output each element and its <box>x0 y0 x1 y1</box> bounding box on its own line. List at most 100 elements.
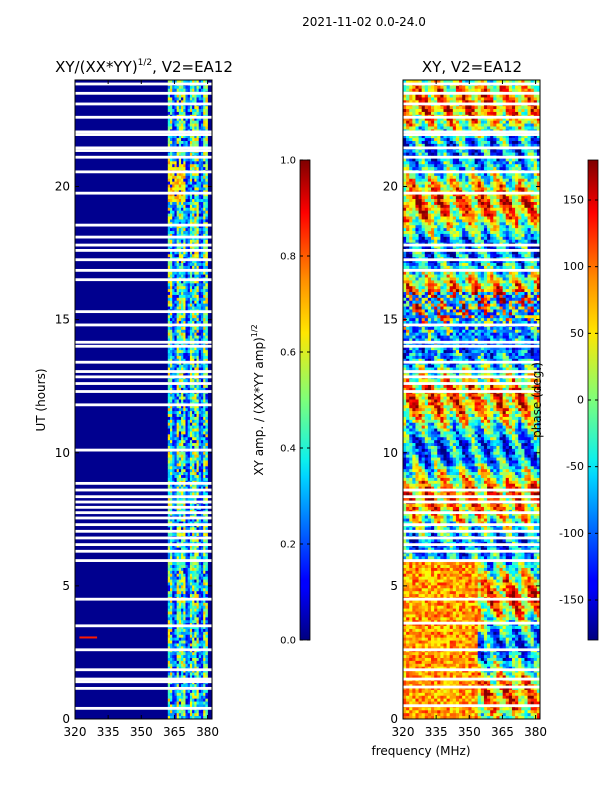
left-heatmap-cell <box>174 521 177 525</box>
left-heatmap-cell <box>194 634 197 638</box>
left-heatmap-cell <box>167 594 171 598</box>
left-heatmap-cell <box>205 225 208 229</box>
left-heatmap-cell <box>170 306 173 310</box>
left-heatmap-cell <box>187 384 191 389</box>
left-heatmap-cell <box>185 538 188 543</box>
left-heatmap-cell <box>203 161 206 165</box>
right-heatmap-cell <box>424 100 429 104</box>
left-heatmap-cell <box>167 335 171 339</box>
right-heatmap-cell <box>409 109 413 113</box>
left-heatmap-cell <box>167 599 171 604</box>
left-heatmap-cell <box>170 387 173 392</box>
left-heatmap-cell <box>183 283 186 287</box>
left-heatmap-cell <box>181 280 184 284</box>
right-heatmap-cell <box>443 106 447 110</box>
left-heatmap-cell <box>187 332 191 336</box>
left-heatmap-cell <box>194 431 197 435</box>
left-heatmap-cell <box>174 591 177 595</box>
left-heatmap-cell <box>203 675 206 679</box>
left-heatmap-cell <box>198 274 202 278</box>
left-heatmap-cell <box>196 300 200 304</box>
left-heatmap-cell <box>178 373 182 377</box>
left-heatmap-cell <box>196 111 200 116</box>
left-heatmap-cell <box>203 216 206 220</box>
left-heatmap-cell <box>174 321 177 325</box>
left-heatmap-cell <box>178 521 182 525</box>
left-heatmap-cell <box>167 588 171 592</box>
left-heatmap-cell <box>198 463 202 467</box>
right-heatmap-cell <box>424 123 429 127</box>
right-heatmap-cell <box>434 97 438 101</box>
left-heatmap-cell <box>205 158 208 162</box>
left-heatmap-cell <box>200 620 204 624</box>
left-heatmap-cell <box>174 135 177 139</box>
right-heatmap-cell <box>480 117 485 121</box>
left-heatmap-cell <box>192 411 195 415</box>
right-heatmap-cell <box>483 97 488 101</box>
left-heatmap-cell <box>205 393 208 397</box>
right-heatmap-cell <box>409 111 413 116</box>
left-heatmap-cell <box>194 161 197 165</box>
left-heatmap-cell <box>174 164 177 168</box>
left-heatmap-cell <box>178 704 182 708</box>
left-flagged-row <box>75 155 212 159</box>
right-heatmap-cell <box>502 106 507 110</box>
left-heatmap-cell <box>183 338 186 342</box>
left-heatmap-cell <box>181 181 184 185</box>
left-panel-title: XY/(XX*YY)1/2, V2=EA12 <box>55 58 233 76</box>
left-heatmap-cell <box>203 318 206 322</box>
right-heatmap-cell <box>446 85 450 90</box>
left-heatmap-cell <box>203 367 206 371</box>
left-heatmap-cell <box>170 396 173 400</box>
left-heatmap-cell <box>178 594 182 598</box>
left-heatmap-cell <box>174 599 177 604</box>
left-heatmap-cell <box>205 280 208 284</box>
left-heatmap-cell <box>167 562 171 566</box>
left-heatmap-cell <box>172 666 175 670</box>
right-heatmap-cell <box>493 123 497 127</box>
left-heatmap-cell <box>172 254 175 258</box>
left-heatmap-cell <box>198 617 202 621</box>
left-heatmap-cell <box>183 704 186 708</box>
left-heatmap-cell <box>185 158 188 162</box>
left-heatmap-cell <box>178 204 182 209</box>
left-heatmap-cell <box>185 416 188 421</box>
left-heatmap-cell <box>187 544 191 548</box>
left-heatmap-cell <box>200 286 204 290</box>
left-heatmap-cell <box>194 97 197 101</box>
right-heatmap-cell <box>437 111 441 116</box>
right-heatmap-cell <box>536 138 541 142</box>
left-heatmap-cell <box>172 567 175 572</box>
left-heatmap-cell <box>205 486 208 490</box>
left-heatmap-cell <box>196 591 200 595</box>
left-heatmap-cell <box>196 477 200 482</box>
left-heatmap-cell <box>205 138 208 142</box>
right-heatmap-cell <box>508 80 513 84</box>
left-heatmap-cell <box>174 306 177 310</box>
right-heatmap-cell <box>468 123 472 127</box>
left-heatmap-cell <box>178 437 182 441</box>
left-heatmap-cell <box>181 262 184 267</box>
left-heatmap-cell <box>181 347 184 351</box>
right-heatmap-cell <box>446 111 450 116</box>
left-title-sup: 1/2 <box>138 58 152 68</box>
left-heatmap-cell <box>178 416 182 421</box>
left-heatmap-cell <box>198 512 202 516</box>
left-heatmap-cell <box>185 184 188 188</box>
left-heatmap-cell <box>198 85 202 90</box>
left-heatmap-cell <box>176 588 180 592</box>
left-heatmap-cell <box>167 591 171 595</box>
right-heatmap-cell <box>471 123 475 127</box>
left-heatmap-cell <box>185 280 188 284</box>
left-heatmap-cell <box>181 684 184 688</box>
right-heatmap-cell <box>455 97 460 101</box>
right-heatmap-cell <box>465 85 469 90</box>
left-heatmap-cell <box>178 138 182 142</box>
left-heatmap-cell <box>176 364 180 368</box>
left-heatmap-cell <box>187 640 191 644</box>
left-heatmap-cell <box>176 692 180 697</box>
left-heatmap-cell <box>172 315 175 319</box>
right-heatmap-cell <box>449 120 454 124</box>
left-heatmap-cell <box>205 579 208 583</box>
left-heatmap-cell <box>170 274 173 278</box>
